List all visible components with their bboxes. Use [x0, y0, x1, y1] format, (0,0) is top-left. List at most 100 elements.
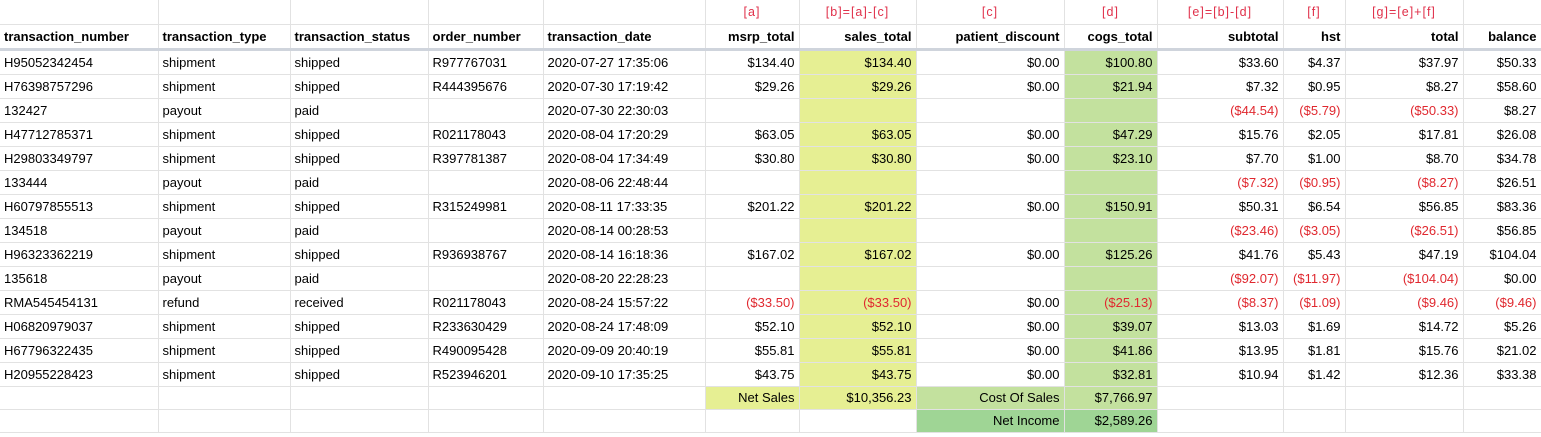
cell-order-number[interactable]: R021178043 — [428, 290, 544, 315]
cell-order-number[interactable] — [428, 218, 544, 243]
cell-subtotal[interactable]: $7.70 — [1157, 146, 1284, 171]
cell-total[interactable]: ($50.33) — [1345, 98, 1464, 123]
cell-msrp-total[interactable]: $55.81 — [705, 338, 800, 363]
cell-subtotal[interactable]: $10.94 — [1157, 362, 1284, 387]
cell-msrp-total[interactable] — [705, 218, 800, 243]
cell-balance[interactable]: ($9.46) — [1463, 290, 1541, 315]
cell[interactable] — [1283, 409, 1346, 433]
cell-hst[interactable]: $4.37 — [1283, 49, 1346, 75]
cell-sales-total[interactable]: $30.80 — [799, 146, 917, 171]
cell-transaction-status[interactable]: paid — [290, 266, 429, 291]
cell-patient-discount[interactable]: $0.00 — [916, 74, 1065, 99]
cell-transaction-status[interactable]: shipped — [290, 122, 429, 147]
cell-balance[interactable]: $58.60 — [1463, 74, 1541, 99]
cell-msrp-total[interactable]: $29.26 — [705, 74, 800, 99]
cell-hst[interactable]: $6.54 — [1283, 194, 1346, 219]
cell-sales-total[interactable]: ($33.50) — [799, 290, 917, 315]
cell-hst[interactable]: $1.00 — [1283, 146, 1346, 171]
cell-hst[interactable]: $1.81 — [1283, 338, 1346, 363]
cell-order-number[interactable]: R490095428 — [428, 338, 544, 363]
cell[interactable] — [1157, 409, 1284, 433]
cell[interactable] — [0, 0, 159, 25]
net-income-value[interactable]: $2,589.26 — [1064, 409, 1158, 433]
cell-sales-total[interactable] — [799, 266, 917, 291]
cell[interactable] — [1463, 409, 1541, 433]
cell[interactable] — [1463, 0, 1541, 25]
cell-transaction-number[interactable]: 132427 — [0, 98, 159, 123]
cell-transaction-number[interactable]: 134518 — [0, 218, 159, 243]
cell-transaction-number[interactable]: H67796322435 — [0, 338, 159, 363]
cell-transaction-type[interactable]: shipment — [158, 49, 291, 75]
cell-transaction-type[interactable]: payout — [158, 170, 291, 195]
cell-transaction-status[interactable]: shipped — [290, 314, 429, 339]
cost-of-sales-label[interactable]: Cost Of Sales — [916, 386, 1065, 410]
cell-transaction-number[interactable]: RMA545454131 — [0, 290, 159, 315]
cell-hst[interactable]: $1.42 — [1283, 362, 1346, 387]
cell-transaction-status[interactable]: shipped — [290, 49, 429, 75]
cell-transaction-number[interactable]: H20955228423 — [0, 362, 159, 387]
header-total[interactable]: total — [1345, 24, 1464, 51]
cell-cogs-total[interactable]: $32.81 — [1064, 362, 1158, 387]
cell-patient-discount[interactable] — [916, 266, 1065, 291]
cell-transaction-status[interactable]: paid — [290, 98, 429, 123]
cell-cogs-total[interactable]: $150.91 — [1064, 194, 1158, 219]
cell-total[interactable]: ($8.27) — [1345, 170, 1464, 195]
cell-patient-discount[interactable]: $0.00 — [916, 146, 1065, 171]
cell-cogs-total[interactable]: $23.10 — [1064, 146, 1158, 171]
formula-hst[interactable]: [f] — [1283, 0, 1346, 25]
cell-patient-discount[interactable] — [916, 218, 1065, 243]
cell-transaction-date[interactable]: 2020-07-27 17:35:06 — [543, 49, 706, 75]
cell-subtotal[interactable]: $13.03 — [1157, 314, 1284, 339]
cell-transaction-type[interactable]: payout — [158, 218, 291, 243]
cell-sales-total[interactable]: $43.75 — [799, 362, 917, 387]
cell-total[interactable]: $56.85 — [1345, 194, 1464, 219]
cell-transaction-date[interactable]: 2020-08-24 15:57:22 — [543, 290, 706, 315]
cell-transaction-date[interactable]: 2020-08-06 22:48:44 — [543, 170, 706, 195]
cell-transaction-date[interactable]: 2020-08-24 17:48:09 — [543, 314, 706, 339]
cell-transaction-status[interactable]: shipped — [290, 194, 429, 219]
cell-transaction-date[interactable]: 2020-08-04 17:34:49 — [543, 146, 706, 171]
cell-total[interactable]: $12.36 — [1345, 362, 1464, 387]
cell-total[interactable]: $17.81 — [1345, 122, 1464, 147]
cell-patient-discount[interactable] — [916, 170, 1065, 195]
formula-msrp-total[interactable]: [a] — [705, 0, 800, 25]
formula-cogs-total[interactable]: [d] — [1064, 0, 1158, 25]
cell-hst[interactable]: ($1.09) — [1283, 290, 1346, 315]
cell-cogs-total[interactable] — [1064, 170, 1158, 195]
cell-transaction-status[interactable]: shipped — [290, 242, 429, 267]
cell-transaction-date[interactable]: 2020-08-14 00:28:53 — [543, 218, 706, 243]
cell-transaction-status[interactable]: paid — [290, 218, 429, 243]
cell-transaction-status[interactable]: shipped — [290, 362, 429, 387]
cell-msrp-total[interactable] — [705, 170, 800, 195]
cell-msrp-total[interactable]: $43.75 — [705, 362, 800, 387]
cell-msrp-total[interactable]: ($33.50) — [705, 290, 800, 315]
header-hst[interactable]: hst — [1283, 24, 1346, 51]
cell-hst[interactable]: ($5.79) — [1283, 98, 1346, 123]
cell-transaction-type[interactable]: shipment — [158, 314, 291, 339]
cell-balance[interactable]: $33.38 — [1463, 362, 1541, 387]
cell-balance[interactable]: $26.08 — [1463, 122, 1541, 147]
cell-transaction-number[interactable]: H29803349797 — [0, 146, 159, 171]
cell-balance[interactable]: $104.04 — [1463, 242, 1541, 267]
cell[interactable] — [799, 409, 917, 433]
cell-total[interactable]: $47.19 — [1345, 242, 1464, 267]
cell-cogs-total[interactable]: $47.29 — [1064, 122, 1158, 147]
net-sales-label[interactable]: Net Sales — [705, 386, 800, 410]
cell-transaction-status[interactable]: shipped — [290, 74, 429, 99]
cell-balance[interactable]: $0.00 — [1463, 266, 1541, 291]
cell-transaction-type[interactable]: shipment — [158, 242, 291, 267]
cell-transaction-number[interactable]: H60797855513 — [0, 194, 159, 219]
cell-balance[interactable]: $50.33 — [1463, 49, 1541, 75]
header-patient-discount[interactable]: patient_discount — [916, 24, 1065, 51]
cell-order-number[interactable] — [428, 170, 544, 195]
cell-balance[interactable]: $34.78 — [1463, 146, 1541, 171]
cell-sales-total[interactable]: $63.05 — [799, 122, 917, 147]
header-msrp-total[interactable]: msrp_total — [705, 24, 800, 51]
cell-transaction-type[interactable]: shipment — [158, 146, 291, 171]
cell-transaction-status[interactable]: shipped — [290, 146, 429, 171]
formula-subtotal[interactable]: [e]=[b]-[d] — [1157, 0, 1284, 25]
cell-order-number[interactable]: R444395676 — [428, 74, 544, 99]
header-transaction-status[interactable]: transaction_status — [290, 24, 429, 51]
cell[interactable] — [0, 409, 159, 433]
cell-patient-discount[interactable]: $0.00 — [916, 122, 1065, 147]
